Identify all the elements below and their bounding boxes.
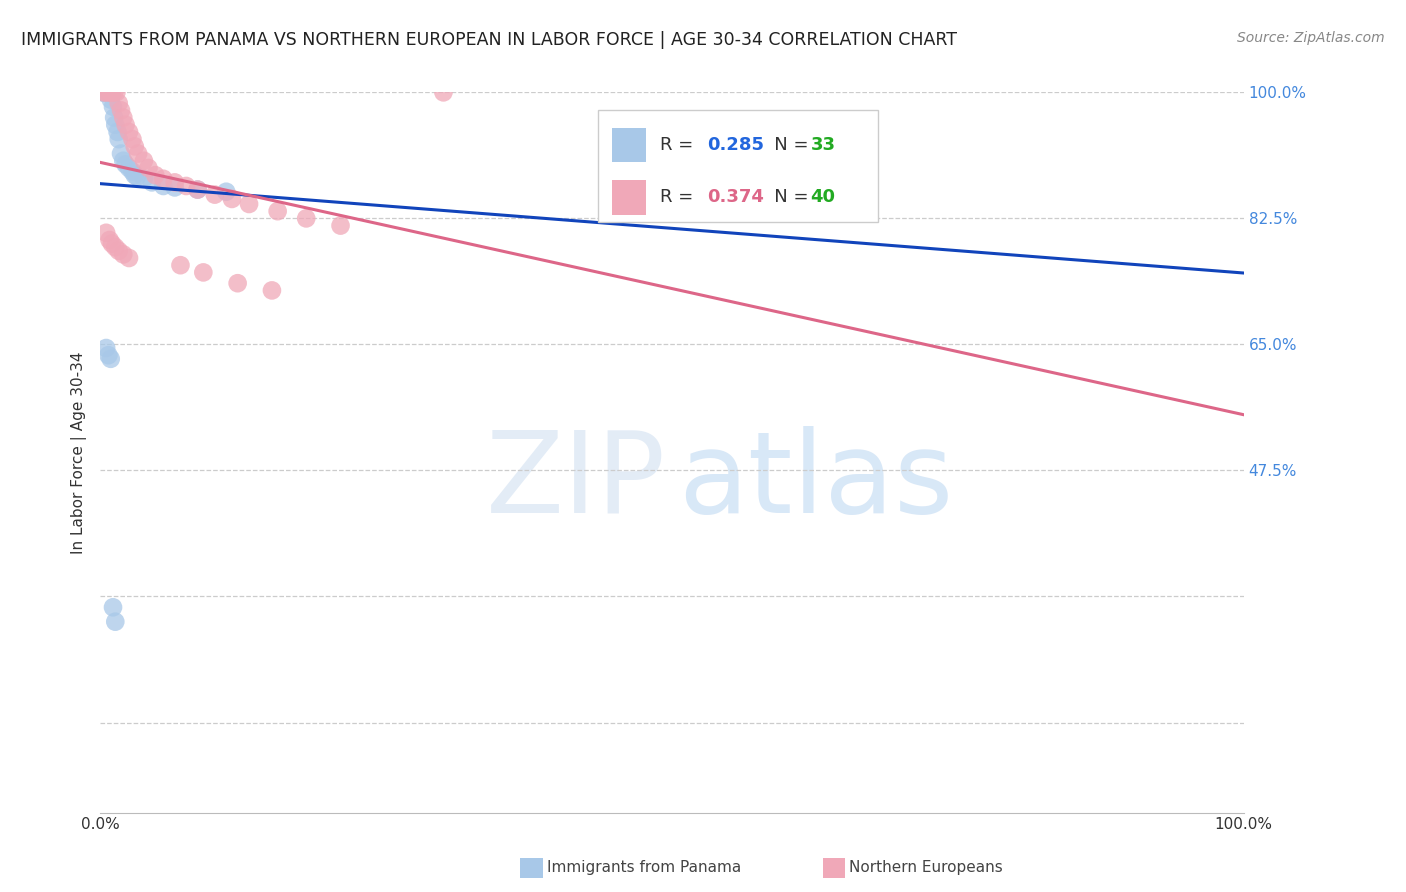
Point <box>96 86 118 100</box>
Point <box>97 86 120 100</box>
Point <box>204 187 226 202</box>
Point <box>107 132 129 146</box>
Point <box>110 146 132 161</box>
Text: Source: ZipAtlas.com: Source: ZipAtlas.com <box>1237 31 1385 45</box>
Text: IMMIGRANTS FROM PANAMA VS NORTHERN EUROPEAN IN LABOR FORCE | AGE 30-34 CORRELATI: IMMIGRANTS FROM PANAMA VS NORTHERN EUROP… <box>21 31 957 49</box>
Point <box>152 179 174 194</box>
Point <box>104 240 127 254</box>
Point <box>112 111 135 125</box>
Point <box>125 169 148 184</box>
Point <box>114 118 136 132</box>
Point <box>121 164 143 178</box>
Text: N =: N = <box>756 136 814 154</box>
Point <box>132 171 155 186</box>
Point <box>114 157 136 171</box>
Text: R =: R = <box>659 136 699 154</box>
Point <box>143 168 166 182</box>
Point <box>432 86 454 100</box>
Point <box>138 161 160 175</box>
Point <box>105 86 128 100</box>
Text: atlas: atlas <box>678 425 953 537</box>
Point <box>295 211 318 226</box>
Point <box>174 179 197 194</box>
Point <box>94 341 117 355</box>
Point <box>163 175 186 189</box>
Point <box>103 111 125 125</box>
Text: R =: R = <box>659 188 699 206</box>
Point <box>101 86 124 100</box>
Point <box>226 276 249 290</box>
FancyBboxPatch shape <box>612 180 645 215</box>
Point <box>107 125 129 139</box>
Point <box>124 139 146 153</box>
Point <box>112 153 135 168</box>
Point <box>118 125 141 139</box>
Point <box>193 265 215 279</box>
Point <box>141 175 163 189</box>
Point <box>112 247 135 261</box>
Text: ZIP: ZIP <box>486 425 666 537</box>
Point <box>100 93 122 107</box>
Point <box>93 86 115 100</box>
Point <box>124 168 146 182</box>
Point <box>97 86 120 100</box>
Point <box>110 103 132 118</box>
Point <box>94 86 117 100</box>
Text: 0.374: 0.374 <box>707 188 765 206</box>
Point <box>187 183 209 197</box>
Point <box>100 86 122 100</box>
Point <box>98 86 121 100</box>
Point <box>329 219 352 233</box>
Point <box>104 615 127 629</box>
Text: N =: N = <box>756 188 814 206</box>
Point <box>266 204 288 219</box>
Point <box>169 258 191 272</box>
Point <box>93 86 115 100</box>
Point <box>152 171 174 186</box>
Point <box>100 351 122 366</box>
Point <box>121 132 143 146</box>
Point <box>260 284 283 298</box>
Point <box>94 226 117 240</box>
Point <box>132 153 155 168</box>
Text: Northern Europeans: Northern Europeans <box>849 861 1002 875</box>
Point <box>163 180 186 194</box>
Point <box>101 600 124 615</box>
Text: 33: 33 <box>810 136 835 154</box>
Point <box>118 161 141 175</box>
Point <box>107 244 129 258</box>
Point <box>104 118 127 132</box>
Point <box>215 185 238 199</box>
Point <box>94 86 117 100</box>
Point <box>118 251 141 265</box>
Point <box>221 192 243 206</box>
Point <box>94 86 117 100</box>
Text: 40: 40 <box>810 188 835 206</box>
Text: 0.285: 0.285 <box>707 136 765 154</box>
Point <box>98 233 121 247</box>
FancyBboxPatch shape <box>612 128 645 162</box>
Text: Immigrants from Panama: Immigrants from Panama <box>547 861 741 875</box>
Point <box>97 348 120 362</box>
Point <box>238 197 260 211</box>
Point <box>187 183 209 197</box>
Point <box>100 86 122 100</box>
Y-axis label: In Labor Force | Age 30-34: In Labor Force | Age 30-34 <box>72 351 87 554</box>
FancyBboxPatch shape <box>598 111 877 222</box>
Point <box>127 146 149 161</box>
Point <box>103 86 125 100</box>
Point <box>107 96 129 111</box>
Point <box>101 236 124 251</box>
Point <box>101 100 124 114</box>
Point <box>101 86 124 100</box>
Point <box>91 86 114 100</box>
